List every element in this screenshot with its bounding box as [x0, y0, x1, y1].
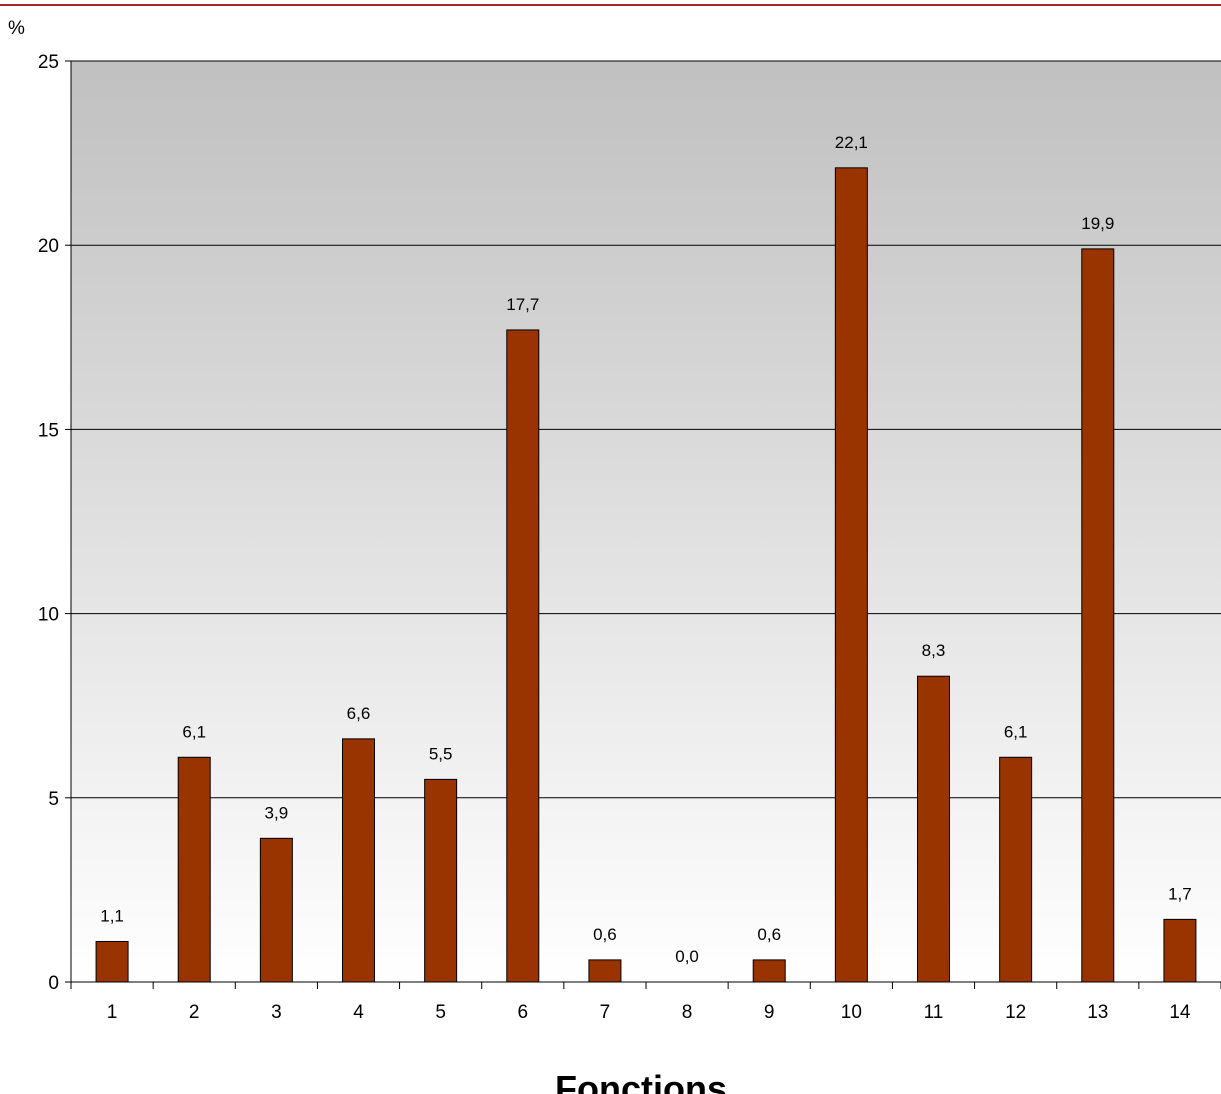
- x-tick-label-3: 3: [271, 1002, 282, 1023]
- bar-1: [95, 940, 129, 983]
- x-axis-title: Fonctions: [555, 1068, 727, 1094]
- data-label-4: 6,6: [347, 704, 371, 723]
- x-tick-label-5: 5: [435, 1002, 446, 1023]
- x-tick-label-9: 9: [764, 1002, 775, 1023]
- bar-13: [1081, 248, 1115, 983]
- bar-5: [424, 778, 458, 983]
- bar-6: [506, 329, 540, 983]
- data-label-5: 5,5: [429, 744, 453, 763]
- y-tick-label: 10: [38, 605, 59, 626]
- y-tick-label: 25: [38, 52, 59, 73]
- y-tick-label: 15: [38, 420, 59, 441]
- x-tick-label-8: 8: [682, 1002, 693, 1023]
- bar-10: [834, 167, 868, 983]
- x-tick-label-2: 2: [189, 1002, 200, 1023]
- bar-4: [342, 738, 375, 983]
- bar-14: [1163, 918, 1197, 983]
- data-label-8: 0,0: [675, 947, 699, 966]
- data-label-12: 6,1: [1004, 722, 1028, 741]
- data-label-10: 22,1: [835, 133, 868, 152]
- y-tick-label: 5: [48, 789, 59, 810]
- x-tick-label-4: 4: [353, 1002, 364, 1023]
- x-tick-label-6: 6: [517, 1002, 528, 1023]
- x-tick-label-14: 14: [1169, 1002, 1191, 1023]
- data-label-7: 0,6: [593, 925, 617, 944]
- data-label-6: 17,7: [506, 295, 539, 314]
- plot-area: [71, 61, 1221, 982]
- y-unit-label: %: [8, 18, 25, 39]
- x-tick-label-12: 12: [1005, 1002, 1026, 1023]
- bar-7: [588, 959, 622, 983]
- data-label-9: 0,6: [757, 925, 781, 944]
- bar-12: [999, 756, 1033, 983]
- x-tick-label-13: 13: [1087, 1002, 1108, 1023]
- y-tick-label: 0: [48, 973, 59, 994]
- bar-3: [259, 837, 293, 983]
- x-tick-label-7: 7: [600, 1002, 611, 1023]
- data-label-14: 1,7: [1168, 884, 1192, 903]
- x-tick-label-11: 11: [924, 1002, 944, 1023]
- bars: [95, 167, 1197, 983]
- x-tick-label-1: 1: [107, 1002, 118, 1023]
- data-label-13: 19,9: [1081, 214, 1114, 233]
- data-label-1: 1,1: [100, 906, 124, 925]
- data-label-2: 6,1: [182, 722, 206, 741]
- x-tick-label-10: 10: [841, 1002, 862, 1023]
- data-label-11: 8,3: [922, 641, 946, 660]
- y-tick-label: 20: [38, 236, 59, 257]
- bar-9: [752, 959, 786, 983]
- gridlines: [71, 60, 1221, 799]
- data-labels: 1,1 6,1 3,9 6,6 5,5 17,7 0,6 0,0 0,6 22,1 8,3 6,1 19…: [100, 133, 1191, 966]
- bar-2: [177, 756, 211, 983]
- data-label-3: 3,9: [265, 803, 289, 822]
- bar-11: [917, 675, 950, 983]
